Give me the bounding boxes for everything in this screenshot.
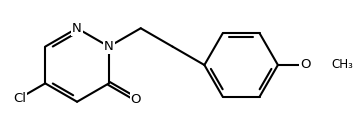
Text: N: N bbox=[72, 22, 82, 35]
Text: N: N bbox=[104, 40, 114, 53]
Text: O: O bbox=[300, 58, 311, 72]
Text: Cl: Cl bbox=[13, 92, 26, 105]
Text: O: O bbox=[131, 93, 141, 106]
Text: CH₃: CH₃ bbox=[331, 58, 353, 72]
